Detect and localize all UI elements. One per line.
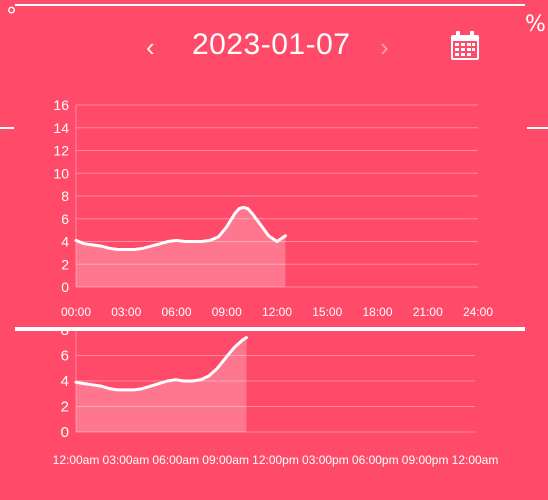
x-tick-label: 03:00pm (302, 453, 349, 467)
right-corner-fragment: % (525, 12, 546, 37)
left-corner-fragment: ° (6, 4, 17, 29)
y-tick-label: 2 (61, 256, 69, 272)
top-divider-line (15, 4, 525, 6)
calendar-icon[interactable] (449, 30, 481, 62)
y-tick-label: 6 (61, 348, 69, 365)
middle-divider-line (15, 327, 525, 331)
x-tick-label: 21:00 (413, 305, 443, 319)
y-tick-label: 0 (61, 279, 69, 295)
left-edge-dash (0, 127, 14, 129)
next-day-button[interactable]: › (380, 32, 389, 62)
y-tick-label: 4 (61, 234, 69, 250)
y-tick-label: 12 (53, 143, 69, 159)
x-tick-label: 09:00 (212, 305, 242, 319)
x-tick-label: 12:00 (262, 305, 292, 319)
series-area (76, 207, 286, 287)
previous-day-button[interactable]: ‹ (146, 32, 155, 62)
y-tick-label: 0 (61, 424, 69, 441)
x-tick-label: 09:00pm (402, 453, 449, 467)
y-tick-label: 6 (61, 211, 69, 227)
y-tick-label: 4 (61, 373, 69, 390)
y-tick-label: 8 (61, 330, 69, 339)
x-tick-label: 18:00 (362, 305, 392, 319)
series-line (74, 336, 248, 392)
current-date[interactable]: 2023-01-07 (192, 28, 351, 61)
y-tick-label: 8 (61, 188, 69, 204)
x-tick-label: 03:00 (111, 305, 141, 319)
series-line (74, 205, 287, 251)
y-tick-label: 2 (61, 399, 69, 416)
x-tick-label: 06:00am (152, 453, 199, 467)
x-tick-label: 03:00am (103, 453, 150, 467)
x-tick-label: 09:00am (202, 453, 249, 467)
x-tick-label: 12:00am (53, 453, 100, 467)
x-tick-label: 06:00pm (352, 453, 399, 467)
y-tick-label: 10 (53, 165, 69, 181)
x-tick-label: 15:00 (312, 305, 342, 319)
y-tick-label: 16 (53, 97, 69, 113)
y-tick-label: 14 (53, 120, 69, 136)
glucose-chart-24h: 0 2 4 6 8 10 12 14 16 00:00 03:00 06:00 09:00 12:00 15… (53, 97, 493, 319)
x-tick-label: 00:00 (61, 305, 91, 319)
date-navigator: ‹ 2023-01-07 › (0, 28, 548, 64)
x-tick-label: 12:00pm (252, 453, 299, 467)
right-edge-dash (527, 127, 548, 129)
x-tick-label: 24:00 (463, 305, 493, 319)
series-area (76, 337, 247, 432)
x-tick-label: 12:00am (452, 453, 499, 467)
x-tick-label: 06:00 (161, 305, 191, 319)
